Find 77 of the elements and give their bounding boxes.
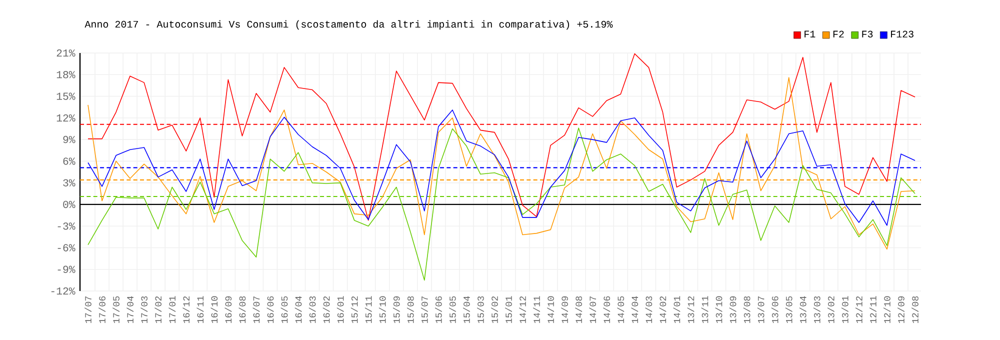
x-tick-label: 17/06	[98, 296, 106, 324]
x-tick-label: 15/03	[477, 296, 484, 324]
x-tick-label: 12/08	[912, 296, 918, 324]
x-tick-label: 13/08	[743, 296, 750, 324]
x-tick-label: 12/10	[884, 296, 890, 324]
x-tick-label: 13/06	[771, 296, 778, 324]
x-tick-label: 16/03	[308, 296, 316, 324]
x-tick-label: 16/12	[182, 296, 190, 324]
x-tick-label: 17/03	[140, 296, 148, 324]
x-tick-label: 13/10	[715, 296, 722, 324]
y-tick-label: 9%	[63, 136, 76, 144]
legend-label: F1	[804, 30, 816, 38]
x-tick-label: 14/04	[631, 296, 638, 324]
x-tick-label: 13/03	[813, 296, 820, 324]
x-tick-label: 14/08	[575, 296, 582, 324]
x-tick-label: 16/01	[336, 296, 344, 324]
y-tick-label: 21%	[56, 49, 76, 57]
x-tick-label: 16/06	[266, 296, 274, 324]
x-tick-label: 16/04	[294, 296, 302, 324]
legend-label: F2	[833, 30, 844, 38]
x-tick-label: 17/04	[126, 296, 134, 324]
x-tick-label: 13/12	[687, 296, 694, 324]
x-tick-label: 16/11	[196, 296, 204, 324]
x-tick-label: 16/10	[210, 296, 218, 324]
x-tick-label: 15/10	[378, 296, 386, 324]
x-tick-label: 13/02	[827, 296, 834, 324]
x-tick-label: 14/02	[659, 296, 666, 324]
x-tick-label: 15/04	[463, 296, 470, 324]
x-tick-label: 13/11	[701, 296, 708, 324]
x-tick-label: 12/11	[870, 296, 876, 324]
x-tick-label: 15/01	[505, 296, 512, 324]
x-tick-label: 15/07	[420, 296, 428, 324]
legend-label: F123	[891, 30, 914, 38]
x-tick-label: 17/07	[84, 296, 92, 324]
x-tick-label: 13/09	[729, 296, 736, 324]
x-tick-label: 14/06	[603, 296, 610, 324]
x-tick-label: 13/05	[785, 296, 792, 324]
x-tick-label: 13/04	[799, 296, 806, 324]
x-tick-label: 15/08	[406, 296, 414, 324]
x-tick-label: 13/01	[842, 296, 848, 324]
x-tick-label: 17/05	[112, 296, 120, 324]
x-tick-label: 17/01	[168, 296, 176, 324]
x-tick-label: 16/09	[224, 296, 232, 324]
x-tick-label: 14/01	[673, 296, 680, 324]
x-tick-label: 14/11	[533, 296, 540, 324]
y-tick-label: -6%	[58, 244, 76, 252]
x-tick-label: 12/09	[898, 296, 904, 324]
y-tick-label: -3%	[58, 222, 76, 230]
x-tick-label: 16/08	[238, 296, 246, 324]
x-tick-label: 16/02	[322, 296, 330, 324]
y-tick-label: 0%	[63, 200, 76, 208]
x-tick-label: 15/06	[435, 296, 442, 324]
x-tick-label: 16/05	[280, 296, 288, 324]
x-tick-label: 14/09	[561, 296, 568, 324]
x-tick-label: 15/11	[364, 296, 372, 324]
x-tick-label: 12/12	[856, 296, 862, 324]
x-tick-label: 13/07	[757, 296, 764, 324]
legend-label: F3	[862, 30, 873, 38]
y-tick-label: 12%	[56, 114, 76, 122]
x-tick-label: 14/12	[519, 296, 526, 324]
x-tick-label: 14/03	[645, 296, 652, 324]
x-tick-label: 16/07	[252, 296, 260, 324]
x-tick-label: 15/02	[491, 296, 498, 324]
y-tick-label: 15%	[56, 92, 76, 100]
x-tick-label: 17/02	[154, 296, 162, 324]
y-tick-label: -9%	[58, 266, 76, 273]
x-tick-label: 14/05	[617, 296, 624, 324]
x-tick-label: 15/09	[392, 296, 400, 324]
x-tick-label: 14/07	[589, 296, 596, 324]
chart-title: Anno 2017 - Autoconsumi Vs Consumi (scostamento da altri impianti in comparativa) +5.19%	[84, 20, 613, 30]
y-tick-label: 6%	[63, 158, 76, 165]
y-tick-label: 3%	[63, 179, 76, 186]
y-tick-label: 18%	[56, 71, 76, 78]
x-tick-label: 14/10	[547, 296, 554, 324]
y-tick-label: -12%	[51, 287, 76, 295]
x-tick-label: 15/12	[350, 296, 358, 324]
x-tick-label: 15/05	[449, 296, 456, 324]
